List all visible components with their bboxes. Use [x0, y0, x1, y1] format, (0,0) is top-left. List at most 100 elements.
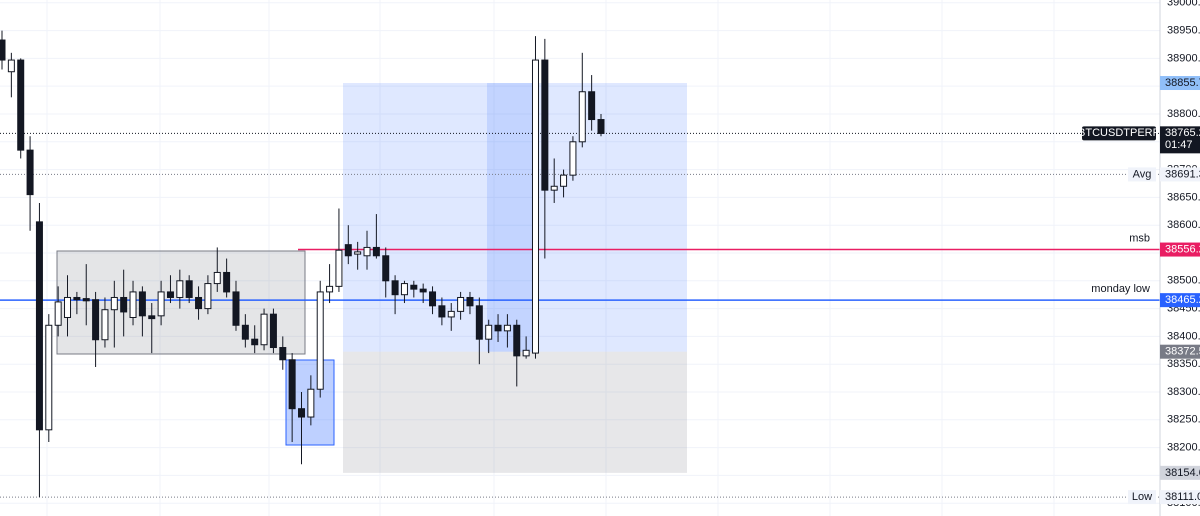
- candle-body: [382, 255, 390, 282]
- candle-body: [166, 291, 174, 298]
- candle-body: [466, 296, 474, 307]
- candle-body: [92, 299, 100, 341]
- candle-body: [176, 280, 184, 298]
- candle-body: [195, 296, 203, 310]
- candle-body: [298, 408, 305, 418]
- candle-body: [307, 388, 315, 418]
- price-tag: [1160, 344, 1200, 359]
- candle-body: [588, 91, 596, 121]
- candle-body: [64, 296, 72, 318]
- profit-zone-highlight: [487, 83, 532, 352]
- candle-body: [138, 291, 146, 317]
- candle-body: [213, 271, 221, 285]
- y-tick-label: 38800.0: [1167, 108, 1200, 120]
- price-tag: [1160, 465, 1200, 480]
- y-tick-label: 38500.0: [1167, 275, 1200, 287]
- candle-body: [129, 291, 137, 318]
- candle-body: [26, 149, 34, 196]
- candle-body: [372, 246, 380, 257]
- candle-body: [503, 324, 511, 332]
- candle-body: [400, 283, 408, 296]
- price-tag-label: 38556.2: [1165, 243, 1200, 255]
- candle-body: [73, 296, 81, 301]
- candle-body: [419, 288, 427, 293]
- price-tag-label: 38372.5: [1165, 346, 1200, 358]
- y-tick-label: 38600.0: [1167, 219, 1200, 231]
- symbol-label: BTCUSDTPERP: [1078, 127, 1160, 139]
- price-tag-label: 38111.0: [1165, 491, 1200, 503]
- price-tag: [1160, 242, 1200, 257]
- candle-body: [522, 349, 530, 357]
- y-tick-label: 38350.0: [1167, 358, 1200, 370]
- level-name: Avg: [1133, 168, 1152, 180]
- price-tag: [1160, 490, 1200, 505]
- candle-body: [475, 305, 483, 340]
- y-tick-label: 38300.0: [1167, 386, 1200, 398]
- y-tick-label: 38400.0: [1167, 330, 1200, 342]
- symbol-box: [1082, 126, 1156, 141]
- price-tag-label: 38765.2: [1165, 127, 1200, 139]
- candle-body: [45, 324, 53, 431]
- candle-body: [232, 291, 240, 326]
- candle-body: [204, 283, 212, 310]
- candle-body: [335, 249, 343, 287]
- candle-body: [363, 246, 371, 257]
- y-tick-label: 38200.0: [1167, 442, 1200, 454]
- candle-body: [157, 291, 165, 317]
- candle-body: [447, 310, 455, 318]
- candle-body: [288, 359, 296, 410]
- candle-body: [578, 91, 586, 143]
- y-tick-label: 38250.0: [1167, 414, 1200, 426]
- candle-body: [110, 296, 118, 311]
- countdown: 01:47: [1165, 139, 1193, 151]
- candle-body: [531, 59, 539, 354]
- candle-body: [0, 39, 6, 61]
- candle-body: [82, 298, 90, 302]
- candle-body: [251, 338, 259, 346]
- candle-body: [560, 174, 568, 187]
- candle-body: [438, 305, 446, 318]
- candle-body: [260, 313, 268, 346]
- y-tick-label: 38950.0: [1167, 24, 1200, 36]
- candle-body: [316, 291, 324, 390]
- candle-body: [597, 119, 605, 134]
- candle-body: [569, 141, 577, 176]
- candle-body: [148, 315, 156, 320]
- level-name: Low: [1132, 491, 1152, 503]
- candle-body: [279, 347, 287, 361]
- candle-body: [494, 324, 502, 332]
- candle-body: [326, 285, 334, 293]
- candle-body: [223, 271, 231, 293]
- price-tag-label: 38465.2: [1165, 294, 1200, 306]
- level-name-box: [1128, 167, 1156, 182]
- price-tag: [1160, 76, 1200, 91]
- candle-body: [35, 221, 43, 431]
- loss-zone: [343, 351, 687, 473]
- price-tag: [1160, 167, 1200, 182]
- candle-body: [457, 296, 465, 312]
- price-tag: [1160, 126, 1200, 154]
- candle-body: [410, 284, 418, 290]
- zones: [343, 83, 687, 473]
- candle-body: [354, 251, 362, 255]
- candle-body: [550, 185, 558, 191]
- level-label: monday low: [1091, 283, 1150, 295]
- price-tag: [1160, 293, 1200, 308]
- candle-body: [344, 244, 352, 257]
- candles: [0, 30, 605, 498]
- y-tick-label: 38900.0: [1167, 52, 1200, 64]
- price-tag-label: 38691.3: [1165, 168, 1200, 180]
- candle-body: [17, 59, 25, 151]
- y-tick-label: 39000.0: [1167, 0, 1200, 9]
- candle-body: [185, 280, 193, 298]
- candle-body: [54, 301, 62, 326]
- level-label: msb: [1129, 232, 1150, 244]
- candle-body: [513, 324, 521, 357]
- y-tick-label: 38650.0: [1167, 191, 1200, 203]
- candle-body: [541, 59, 549, 191]
- candle-body: [120, 296, 128, 313]
- price-tag-label: 38855.7: [1165, 77, 1200, 89]
- candle-body: [101, 309, 109, 341]
- candle-body: [7, 59, 15, 73]
